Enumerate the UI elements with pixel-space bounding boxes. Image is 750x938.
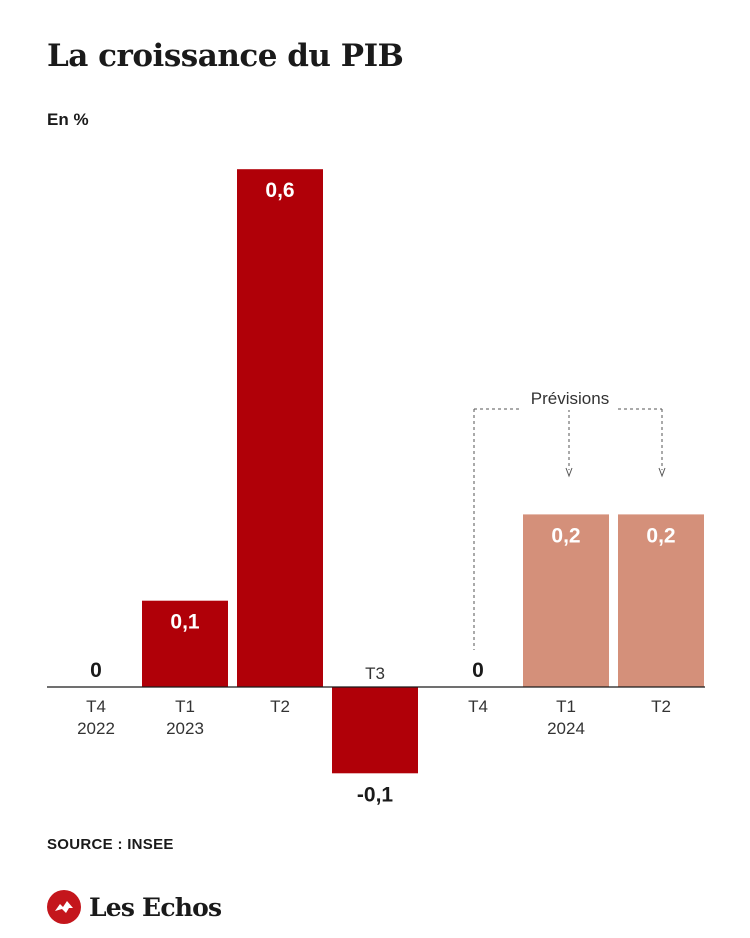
value-label: 0	[472, 659, 484, 682]
les-echos-logo-icon	[47, 890, 81, 924]
tick-label: T1	[175, 697, 195, 716]
bar	[142, 600, 228, 687]
unit-label: En %	[47, 110, 89, 129]
tick-label: T4	[468, 697, 488, 716]
value-label: 0,2	[551, 524, 580, 547]
value-label: 0,2	[646, 524, 675, 547]
source-note: SOURCE : INSEE	[47, 836, 174, 853]
tick-label: T1	[556, 697, 576, 716]
forecast-arrow-t1	[565, 467, 573, 478]
value-label: 0,1	[170, 611, 200, 634]
value-label: 0	[90, 659, 102, 682]
brand-name: Les Echos	[89, 892, 222, 922]
bar	[332, 687, 418, 774]
tick-label: T2	[651, 697, 671, 716]
bar-chart: 0 0,1 0,6 -0,1 0 0,2 0,2 T4 2022 T1 2023 T2 T3 T4 T1 20…	[47, 169, 705, 806]
tick-label: T3	[365, 664, 385, 683]
forecast-annotation: Prévisions	[531, 389, 609, 408]
bar	[523, 514, 609, 687]
value-label: -0,1	[357, 783, 394, 806]
forecast-arrow-t2	[658, 467, 666, 478]
tick-label: 2023	[166, 719, 204, 738]
tick-label: 2024	[547, 719, 585, 738]
value-label: 0,6	[265, 179, 294, 202]
annotation-bg	[522, 388, 618, 410]
chart-title: La croissance du PIB	[47, 38, 404, 74]
brand-logo: Les Echos	[47, 887, 222, 927]
bar	[618, 514, 704, 687]
tick-label: T4	[86, 697, 106, 716]
bar	[237, 169, 323, 687]
tick-label: 2022	[77, 719, 115, 738]
tick-label: T2	[270, 697, 290, 716]
